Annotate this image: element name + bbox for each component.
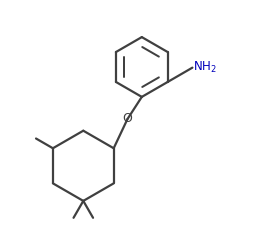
Text: NH$_2$: NH$_2$ — [193, 60, 217, 75]
Text: O: O — [122, 113, 132, 125]
